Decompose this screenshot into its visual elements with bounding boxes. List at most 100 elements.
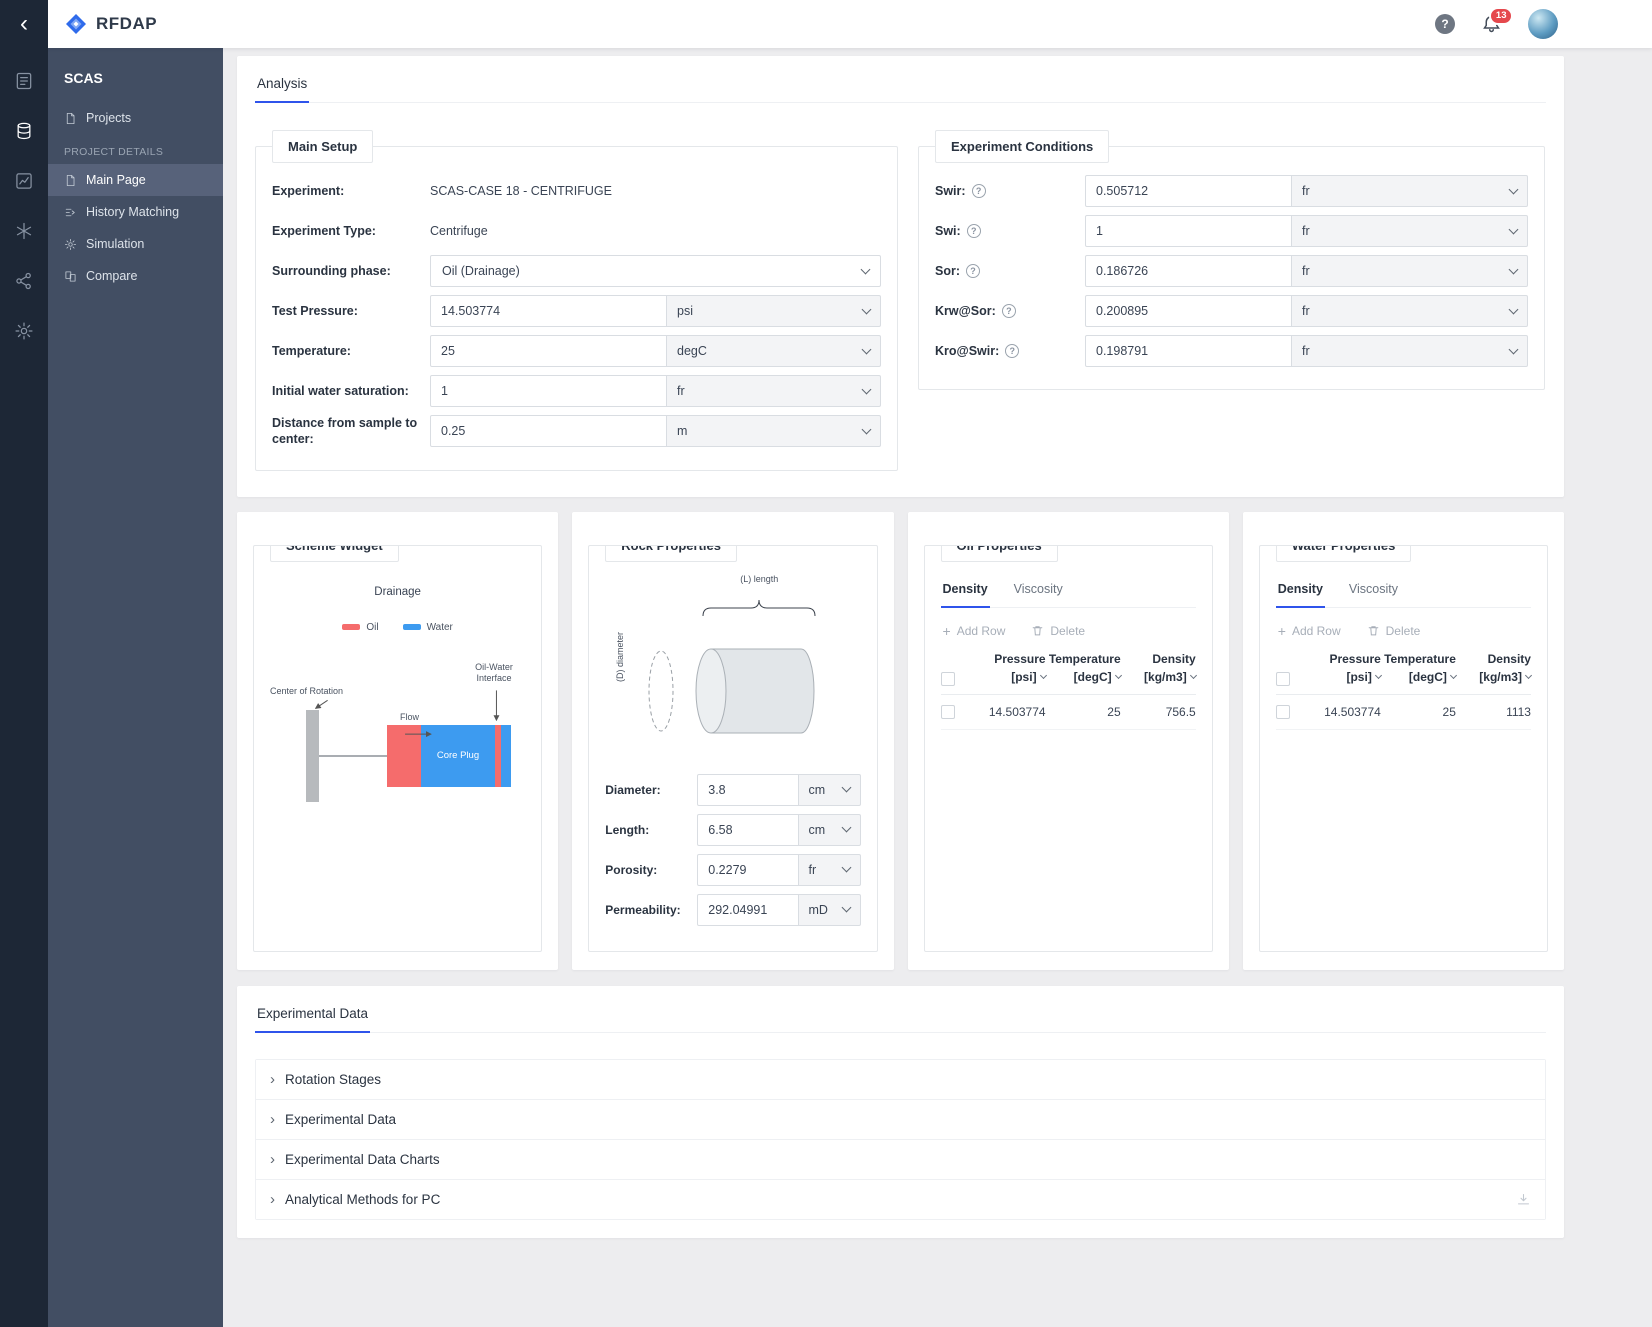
filter-chevron-icon[interactable] <box>1189 671 1197 680</box>
back-chevron-icon: ‹ <box>20 10 28 37</box>
swi-unit-select[interactable]: fr <box>1292 215 1528 247</box>
experiment-value: SCAS-CASE 18 - CENTRIFUGE <box>430 184 612 198</box>
download-button[interactable] <box>1516 1192 1531 1207</box>
chevron-down-icon <box>841 902 851 913</box>
chevron-down-icon <box>1508 344 1519 354</box>
water-tab-viscosity[interactable]: Viscosity <box>1348 581 1398 596</box>
flow-label: Flow <box>400 711 420 722</box>
sidebar-item-compare[interactable]: Compare <box>48 260 223 292</box>
scheme-diagram: Drainage Oil Water Center of Rotation <box>270 576 525 926</box>
accordion-experimental-data[interactable]: › Experimental Data <box>256 1099 1545 1140</box>
water-delete-button[interactable]: Delete <box>1367 624 1420 638</box>
swi-input[interactable] <box>1085 215 1292 247</box>
distance-input[interactable] <box>430 415 667 448</box>
chevron-right-icon: › <box>270 1190 275 1208</box>
kro-swir-unit-select[interactable]: fr <box>1292 335 1528 367</box>
question-icon: ? <box>1441 17 1449 31</box>
row-checkbox[interactable] <box>1275 704 1290 719</box>
diameter-input[interactable] <box>697 773 799 806</box>
unit-label: fr <box>1302 264 1310 278</box>
oil-delete-button[interactable]: Delete <box>1031 624 1085 638</box>
sor-input[interactable] <box>1085 255 1292 287</box>
krw-sor-input[interactable] <box>1085 295 1292 327</box>
history-matching-icon <box>65 208 75 216</box>
download-icon <box>1517 1193 1530 1204</box>
water-add-row-button[interactable]: + Add Row <box>1277 622 1341 639</box>
water-tab-density[interactable]: Density <box>1275 576 1326 608</box>
temperature-unit-select[interactable]: degC <box>667 335 881 367</box>
porosity-row: Porosity: fr <box>605 853 861 886</box>
help-icon[interactable]: ? <box>971 184 986 198</box>
help-icon[interactable]: ? <box>966 224 981 238</box>
drainage-title: Drainage <box>374 585 421 598</box>
kro-swir-label: Kro@Swir: <box>935 344 1000 358</box>
swir-input[interactable] <box>1085 175 1292 207</box>
permeability-unit-select[interactable]: mD <box>798 893 861 926</box>
sidebar-section-label: PROJECT DETAILS <box>64 146 164 158</box>
water-properties-title: Water Properties <box>1275 545 1412 562</box>
help-icon[interactable]: ? <box>966 264 980 278</box>
back-button[interactable]: ‹ <box>0 0 48 48</box>
temperature-label: Temperature: <box>272 343 351 358</box>
tab-analysis[interactable]: Analysis <box>255 68 310 103</box>
filter-chevron-icon[interactable] <box>1524 671 1533 680</box>
cylinder-drawing <box>648 599 816 733</box>
oil-interface-stripe <box>495 724 501 787</box>
krw-sor-unit-select[interactable]: fr <box>1292 295 1528 327</box>
accordion-rotation-stages[interactable]: › Rotation Stages <box>256 1059 1545 1100</box>
tab-experimental-data[interactable]: Experimental Data <box>255 998 371 1033</box>
sidebar-item-label: Projects <box>86 111 132 125</box>
diameter-unit-select[interactable]: cm <box>798 773 861 806</box>
rail-samples-icon[interactable] <box>0 106 48 156</box>
temperature-input[interactable] <box>430 335 667 367</box>
test-pressure-unit-select[interactable]: psi <box>667 295 881 327</box>
porosity-unit-select[interactable]: fr <box>798 853 861 886</box>
compare-icon <box>65 270 76 282</box>
notifications-button[interactable]: 13 <box>1481 6 1513 35</box>
initial-water-saturation-input[interactable] <box>430 375 667 407</box>
sor-unit-select[interactable]: fr <box>1292 255 1528 287</box>
water-swatch <box>402 624 421 630</box>
sidebar-item-main-page[interactable]: Main Page <box>48 164 223 196</box>
porosity-input[interactable] <box>697 853 799 886</box>
help-icon[interactable]: ? <box>1001 304 1016 318</box>
accordion-experimental-data-charts[interactable]: › Experimental Data Charts <box>256 1139 1545 1180</box>
rail-chart-icon[interactable] <box>0 156 48 206</box>
oil-swatch <box>342 624 361 630</box>
length-input[interactable] <box>697 813 799 846</box>
unit-label: psi <box>677 304 693 318</box>
water-legend-label: Water <box>426 621 453 633</box>
sidebar-item-simulation[interactable]: Simulation <box>48 228 223 260</box>
sidebar-item-projects[interactable]: Projects <box>48 102 223 134</box>
rail-share-icon[interactable] <box>0 256 48 306</box>
water-select-all-checkbox[interactable] <box>1275 671 1290 686</box>
row-checkbox[interactable] <box>940 704 955 719</box>
sidebar-item-history-matching[interactable]: History Matching <box>48 196 223 228</box>
help-icon[interactable]: ? <box>1005 344 1020 358</box>
permeability-field-label: Permeability: <box>605 902 681 917</box>
avatar[interactable] <box>1528 9 1558 39</box>
permeability-input[interactable] <box>697 893 799 926</box>
chevron-down-icon <box>861 424 872 435</box>
swir-label: Swir: <box>935 184 966 198</box>
initial-water-saturation-unit-select[interactable]: fr <box>667 375 881 407</box>
oil-add-row-button[interactable]: + Add Row <box>942 622 1006 639</box>
help-button[interactable]: ? <box>1435 14 1455 34</box>
test-pressure-input[interactable] <box>430 295 667 327</box>
trash-icon <box>1368 626 1378 636</box>
rail-form-icon[interactable] <box>0 56 48 106</box>
rail-snowflake-icon[interactable] <box>0 206 48 256</box>
swi-label: Swi: <box>935 224 961 238</box>
kro-swir-input[interactable] <box>1085 335 1292 367</box>
rail-settings-icon[interactable] <box>0 306 48 356</box>
swir-unit-select[interactable]: fr <box>1292 175 1528 207</box>
oil-tab-viscosity[interactable]: Viscosity <box>1013 581 1063 596</box>
initial-water-saturation-row: Initial water saturation: fr <box>272 375 881 407</box>
length-unit-select[interactable]: cm <box>798 813 861 846</box>
oil-select-all-checkbox[interactable] <box>940 671 955 686</box>
accordion-analytical-methods[interactable]: › Analytical Methods for PC <box>256 1179 1545 1219</box>
distance-unit-select[interactable]: m <box>667 415 881 448</box>
surrounding-phase-select[interactable]: Oil (Drainage) <box>430 255 881 287</box>
experiment-type-row: Experiment Type: Centrifuge <box>272 215 881 247</box>
oil-tab-density[interactable]: Density <box>940 576 990 608</box>
